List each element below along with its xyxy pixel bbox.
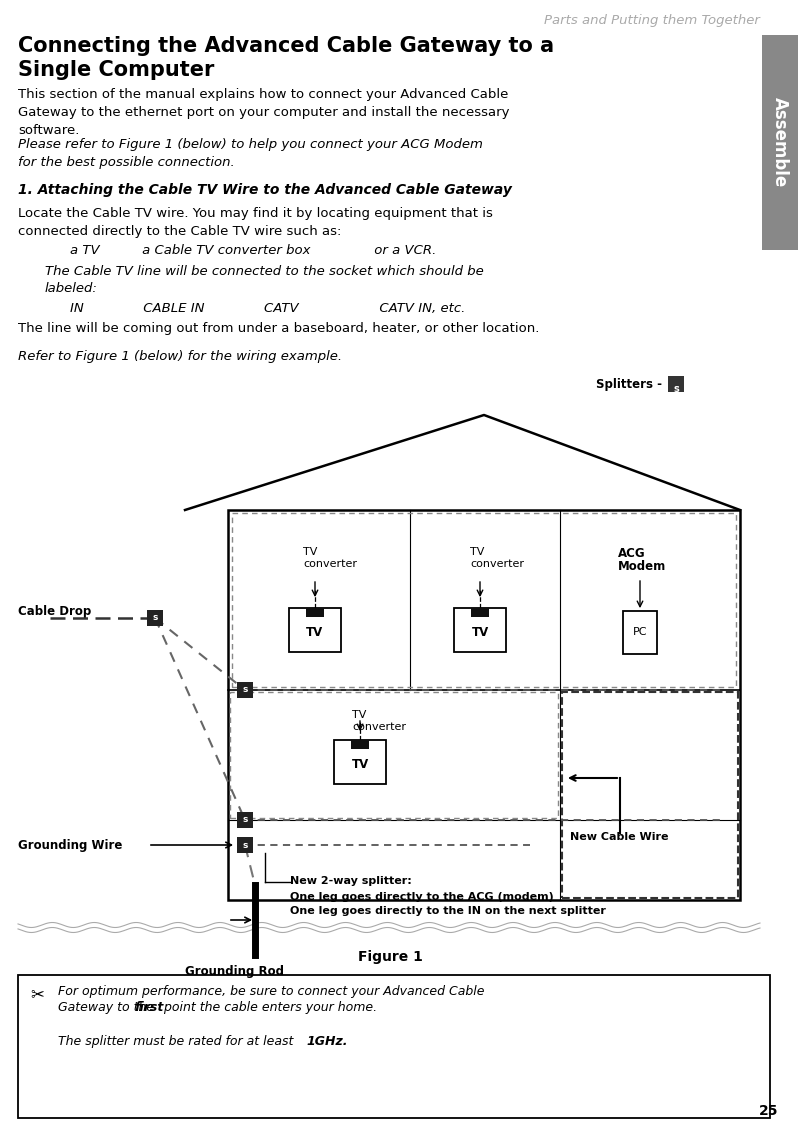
Bar: [18, 975, 770, 1118]
Bar: [351, 740, 369, 749]
Bar: [562, 692, 738, 898]
Text: Assemble: Assemble: [771, 98, 789, 187]
Text: TV: TV: [470, 547, 484, 557]
Bar: [289, 608, 341, 651]
Text: s: s: [243, 686, 247, 695]
Text: For optimum performance, be sure to connect your Advanced Cable: For optimum performance, be sure to conn…: [58, 985, 484, 998]
Text: The line will be coming out from under a baseboard, heater, or other location.: The line will be coming out from under a…: [18, 322, 539, 335]
Text: 1. Attaching the Cable TV Wire to the Advanced Cable Gateway: 1. Attaching the Cable TV Wire to the Ad…: [18, 183, 512, 197]
Bar: [334, 740, 386, 784]
Text: converter: converter: [303, 560, 357, 569]
Text: Locate the Cable TV wire. You may find it by locating equipment that is
connecte: Locate the Cable TV wire. You may find i…: [18, 207, 493, 238]
Bar: [306, 608, 324, 617]
Text: Single Computer: Single Computer: [18, 60, 215, 79]
Bar: [228, 510, 740, 900]
Text: One leg goes directly to the ACG (modem): One leg goes directly to the ACG (modem): [290, 892, 554, 902]
Bar: [237, 812, 253, 829]
Text: TV: TV: [306, 625, 324, 639]
Text: 1GHz.: 1GHz.: [306, 1035, 347, 1048]
Text: ✂: ✂: [30, 985, 44, 1003]
Bar: [668, 376, 684, 392]
Text: New Cable Wire: New Cable Wire: [570, 832, 669, 842]
Text: TV: TV: [472, 625, 488, 639]
Text: Grounding Wire: Grounding Wire: [18, 839, 122, 851]
Text: ACG: ACG: [618, 547, 646, 560]
Bar: [454, 608, 506, 651]
Bar: [147, 609, 163, 627]
Bar: [762, 35, 798, 250]
Text: Gateway to the: Gateway to the: [58, 1001, 158, 1014]
Text: IN              CABLE IN              CATV                   CATV IN, etc.: IN CABLE IN CATV CATV IN, etc.: [70, 302, 465, 316]
Text: The splitter must be rated for at least: The splitter must be rated for at least: [58, 1035, 298, 1048]
Text: point the cable enters your home.: point the cable enters your home.: [160, 1001, 377, 1014]
Text: Grounding Rod: Grounding Rod: [185, 965, 284, 978]
Text: TV: TV: [303, 547, 318, 557]
Text: s: s: [152, 614, 158, 622]
Text: Connecting the Advanced Cable Gateway to a: Connecting the Advanced Cable Gateway to…: [18, 36, 554, 56]
Text: Refer to Figure 1 (below) for the wiring example.: Refer to Figure 1 (below) for the wiring…: [18, 350, 342, 363]
Text: first: first: [134, 1001, 164, 1014]
Bar: [237, 836, 253, 854]
Bar: [623, 611, 657, 654]
Bar: [237, 682, 253, 698]
Text: This section of the manual explains how to connect your Advanced Cable
Gateway t: This section of the manual explains how …: [18, 89, 509, 137]
Text: s: s: [243, 841, 247, 849]
Bar: [232, 513, 736, 687]
Text: a TV          a Cable TV converter box               or a VCR.: a TV a Cable TV converter box or a VCR.: [70, 244, 437, 257]
Bar: [471, 608, 489, 617]
Text: TV: TV: [351, 757, 369, 771]
Text: TV: TV: [352, 711, 366, 720]
Text: PC: PC: [633, 627, 647, 637]
Text: Cable Drop: Cable Drop: [18, 605, 91, 619]
Text: s: s: [674, 384, 679, 394]
Text: s: s: [243, 816, 247, 824]
Text: New 2-way splitter:: New 2-way splitter:: [290, 876, 412, 886]
Text: 25: 25: [759, 1104, 778, 1118]
Text: Figure 1: Figure 1: [358, 950, 422, 964]
Text: Splitters -: Splitters -: [596, 378, 662, 390]
Text: converter: converter: [470, 560, 524, 569]
Text: The Cable TV line will be connected to the socket which should be: The Cable TV line will be connected to t…: [45, 264, 484, 278]
Text: One leg goes directly to the IN on the next splitter: One leg goes directly to the IN on the n…: [290, 906, 606, 916]
Text: Modem: Modem: [618, 560, 666, 573]
Text: labeled:: labeled:: [45, 281, 98, 295]
Text: Parts and Putting them Together: Parts and Putting them Together: [544, 14, 760, 27]
Text: Please refer to Figure 1 (below) to help you connect your ACG Modem
for the best: Please refer to Figure 1 (below) to help…: [18, 138, 483, 169]
Text: converter: converter: [352, 722, 406, 732]
Bar: [230, 692, 558, 818]
